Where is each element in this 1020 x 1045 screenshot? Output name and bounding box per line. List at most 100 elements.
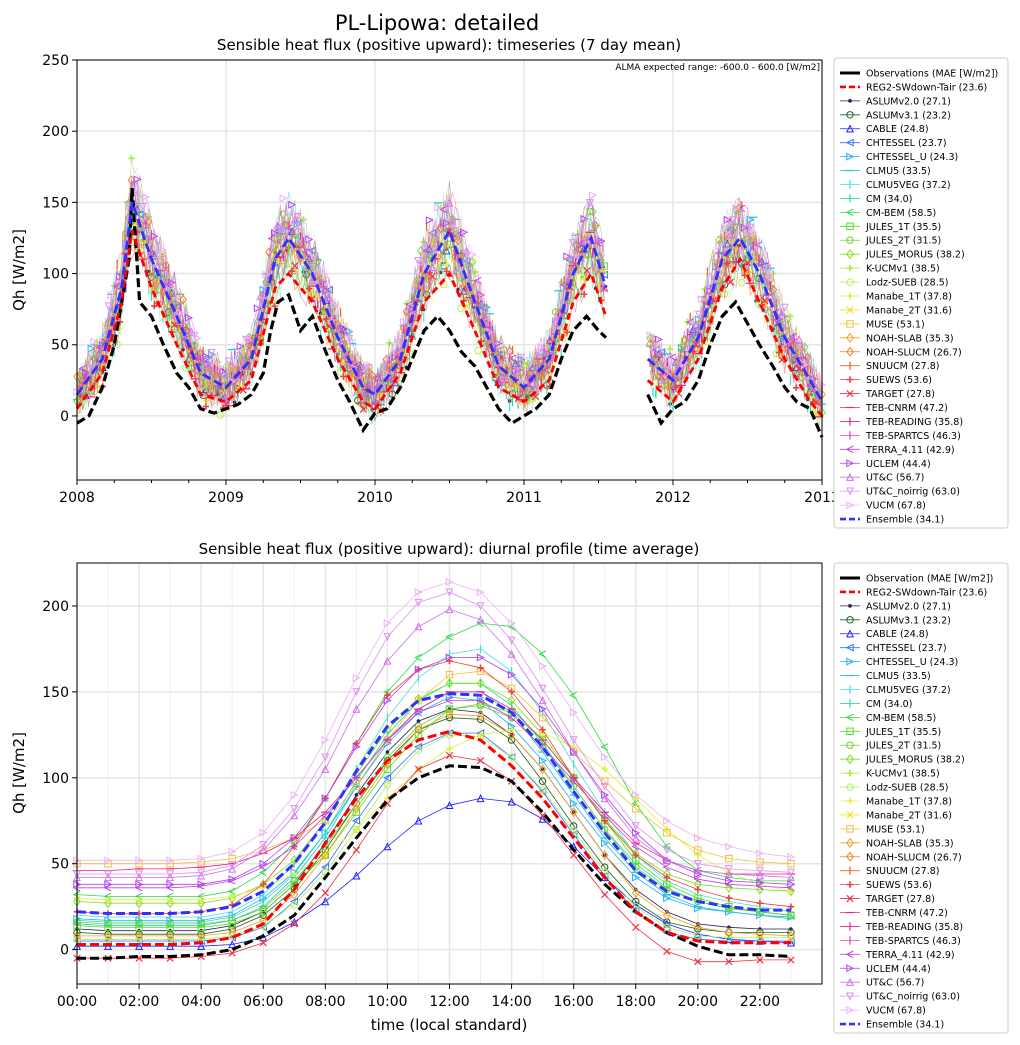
diurnal-marker-target [570,851,578,859]
timeseries-model-marker [216,411,224,419]
diurnal-line-vucm [77,581,792,861]
legend-frame [833,562,1009,1034]
timeseries-model-marker [743,258,752,267]
legend-marker-muse-53-1- [846,825,854,833]
diurnal-marker-uclem [197,880,206,889]
diurnal-marker-noah-slab [631,887,640,898]
diurnal-marker-chtessel [383,773,392,782]
timeseries-model-marker [228,377,237,386]
diurnal-marker-uclem [414,665,423,674]
timeseries-xtick-label: 2010 [357,490,393,506]
timeseries-model-marker [365,360,374,369]
diurnal-marker-vucm [507,619,516,628]
timeseries-model-marker [766,270,775,279]
timeseries-model-marker [202,403,210,410]
timeseries-line-reg2-swdown-tair [75,230,608,411]
diurnal-marker-uclem [507,670,516,679]
diurnal-marker-vucm [538,662,547,671]
timeseries-xtick-label: 2013 [804,490,840,506]
diurnal-marker-terra-4-11 [476,696,484,705]
legend-label-manabe-2t-31-6-: Manabe_2T (31.6) [866,810,952,821]
legend-label-reg2-swdown-tair-23-6-: REG2-SWdown-Tair (23.6) [866,587,987,598]
diurnal-ytick-label: 100 [42,771,69,787]
timeseries-model-marker [113,340,121,348]
diurnal-marker-uclem [259,859,268,868]
timeseries-line-reg2-swdown-tair [646,256,824,417]
timeseries-model-marker [697,295,706,304]
diurnal-marker-ut-c-noirrig [414,598,423,607]
legend-label-lodz-sueb-28-5-: Lodz-SUEB (28.5) [866,278,948,289]
legend-label-uclem-44-4-: UCLEM (44.4) [866,964,931,975]
timeseries-model-marker [685,318,694,326]
diurnal-marker-muse [694,846,702,854]
timeseries-model-marker [179,294,187,305]
diurnal-line-ut-c [77,608,792,878]
legend-label-snuucm-27-8-: SNUUCM (27.8) [866,866,939,877]
diurnal-marker-ut-c-noirrig [383,633,392,642]
timeseries-model-marker [170,311,179,320]
diurnal-marker-vucm [197,854,206,863]
diurnal-marker-noah-slab [290,889,299,900]
diurnal-marker-ut-c-noirrig [259,841,268,850]
diurnal-marker-cable [445,800,454,809]
diurnal-marker-aslumv2-0 [354,793,359,797]
diurnal-marker-target [694,958,702,966]
diurnal-marker-target [259,939,267,947]
diurnal-marker-ut-c [104,873,113,882]
diurnal-marker-noah-slab [197,930,205,941]
diurnal-marker-cable [383,842,392,851]
diurnal-marker-cable [104,941,113,950]
diurnal-marker-jules-morus [725,882,733,893]
diurnal-marker-uclem [756,878,765,887]
legend-label-target-27-8-: TARGET (27.8) [865,389,935,400]
legend-label-terra-4-11-42-9-: TERRA_4.11 (42.9) [865,445,955,456]
diurnal-marker-chtessel [724,937,733,946]
diurnal-marker-ut-c [693,866,702,875]
legend-label-chtessel-23-7-: CHTESSEL (23.7) [866,138,947,149]
diurnal-marker-target [632,923,640,931]
timeseries-model-marker [391,353,400,362]
timeseries-model-marker [443,268,450,275]
legend-marker-lodz-sueb-28-5- [846,278,854,286]
diurnal-marker-ut-c-noirrig [166,870,175,879]
diurnal-marker-vucm [601,753,610,762]
legend-label-jules-morus-38-2-: JULES_MORUS (38.2) [865,755,965,766]
diurnal-marker-jules-2t [197,920,205,928]
legend-marker-target-27-8- [846,389,854,398]
diurnal-xtick-label: 02:00 [119,994,159,1010]
legend-label-chtessel-u-24-3-: CHTESSEL_U (24.3) [866,152,958,163]
timeseries-legend: Observations (MAE [W/m2]) REG2-SWdown-Tai… [833,57,1009,529]
timeseries-model-marker [439,205,448,214]
diurnal-marker-aslumv3-1 [569,822,578,830]
timeseries-model-marker [732,204,741,213]
timeseries-model-marker [563,329,571,336]
diurnal-marker-manabe-1t [197,896,205,903]
legend-marker-jules-morus-38-2- [846,249,854,260]
diurnal-xtick-label: 10:00 [367,994,407,1010]
timeseries-model-marker [296,226,305,235]
timeseries-model-marker [245,336,254,345]
timeseries-ylabel: Qh [W/m2] [10,229,28,311]
legend-marker-suews-53-6- [846,376,854,383]
diurnal-marker-muse [663,829,671,837]
diurnal-marker-manabe-1t [229,893,236,900]
diurnal-marker-noah-slab [662,910,671,921]
legend-marker-suews-53-6- [846,881,854,888]
diurnal-marker-cable [476,794,485,803]
diurnal-marker-muse [352,782,361,791]
diurnal-marker-jules-1t [663,880,671,889]
diurnal-marker-lodz-sueb [383,780,392,789]
legend-marker-k-ucmv1-38-5- [846,264,854,272]
timeseries-model-marker [104,302,113,311]
diurnal-marker-terra-4-11 [445,696,453,705]
diurnal-marker-noah-slab [352,803,361,814]
timeseries-model-marker [809,374,818,384]
timeseries-model-marker [460,228,469,237]
timeseries-xtick-label: 2008 [59,490,95,506]
diurnal-marker-uclem [476,653,485,662]
legend-marker-cable-24-8- [845,629,855,638]
diurnal-marker-ut-c [228,864,237,873]
legend-label-muse-53-1-: MUSE (53.1) [866,319,925,330]
diurnal-marker-manabe-1t [166,896,174,903]
timeseries-model-marker [537,343,546,352]
